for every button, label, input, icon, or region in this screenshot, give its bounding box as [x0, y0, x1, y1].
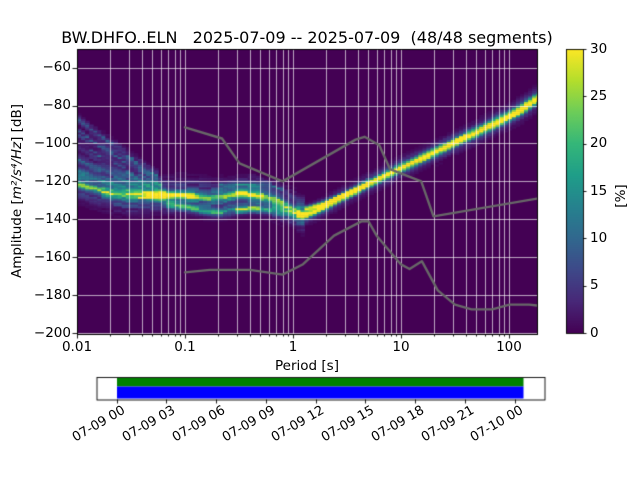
x-axis-label: Period [s]	[275, 358, 339, 374]
colorbar-label: [%]	[612, 184, 631, 207]
colorbar-tick-label: 0	[590, 324, 599, 341]
colorbar-label-text: [%]	[613, 184, 629, 208]
y-tick-label: −120	[33, 172, 71, 189]
y-tick-label: −180	[33, 286, 71, 303]
colorbar-tick-label: 20	[590, 135, 608, 152]
colorbar-tick-label: 30	[590, 40, 608, 57]
y-tick-label: −200	[33, 324, 71, 341]
x-tick-label: 1	[288, 339, 298, 355]
colorbar-tick-label: 5	[590, 277, 599, 294]
y-tick-label: −80	[42, 97, 72, 113]
x-tick-label: 0.1	[174, 339, 196, 355]
chart-title: BW.DHFO..ELN 2025-07-09 -- 2025-07-09 (4…	[61, 28, 553, 47]
y-tick-label: −100	[33, 134, 71, 151]
colorbar-tick-label: 15	[590, 182, 608, 199]
y-tick-label: −160	[33, 248, 71, 265]
colorbar-tick-label: 10	[590, 229, 608, 246]
x-tick-label: 0.01	[61, 339, 93, 355]
y-tick-label: −140	[33, 210, 71, 227]
x-tick-label: 10	[392, 339, 410, 355]
colorbar-tick-label: 25	[590, 87, 608, 104]
x-tick-label: 100	[496, 339, 522, 355]
y-tick-label: −60	[42, 59, 72, 76]
